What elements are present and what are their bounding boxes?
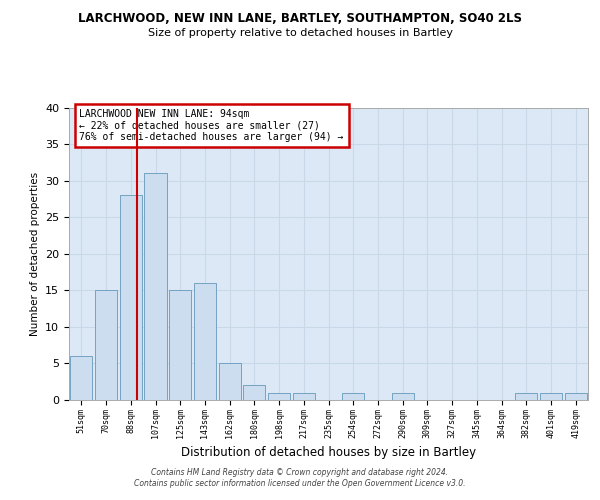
Bar bbox=[194, 283, 216, 400]
X-axis label: Distribution of detached houses by size in Bartley: Distribution of detached houses by size … bbox=[181, 446, 476, 459]
Bar bbox=[95, 290, 117, 400]
Text: Contains HM Land Registry data © Crown copyright and database right 2024.
Contai: Contains HM Land Registry data © Crown c… bbox=[134, 468, 466, 487]
Bar bbox=[145, 174, 167, 400]
Text: LARCHWOOD, NEW INN LANE, BARTLEY, SOUTHAMPTON, SO40 2LS: LARCHWOOD, NEW INN LANE, BARTLEY, SOUTHA… bbox=[78, 12, 522, 26]
Bar bbox=[70, 356, 92, 400]
Bar bbox=[268, 392, 290, 400]
Bar bbox=[392, 392, 414, 400]
Text: Size of property relative to detached houses in Bartley: Size of property relative to detached ho… bbox=[148, 28, 452, 38]
Y-axis label: Number of detached properties: Number of detached properties bbox=[29, 172, 40, 336]
Bar bbox=[515, 392, 538, 400]
Bar bbox=[540, 392, 562, 400]
Bar bbox=[565, 392, 587, 400]
Bar bbox=[218, 364, 241, 400]
Bar bbox=[243, 386, 265, 400]
Bar bbox=[169, 290, 191, 400]
Bar bbox=[119, 195, 142, 400]
Bar bbox=[293, 392, 315, 400]
Text: LARCHWOOD NEW INN LANE: 94sqm
← 22% of detached houses are smaller (27)
76% of s: LARCHWOOD NEW INN LANE: 94sqm ← 22% of d… bbox=[79, 109, 344, 142]
Bar bbox=[342, 392, 364, 400]
